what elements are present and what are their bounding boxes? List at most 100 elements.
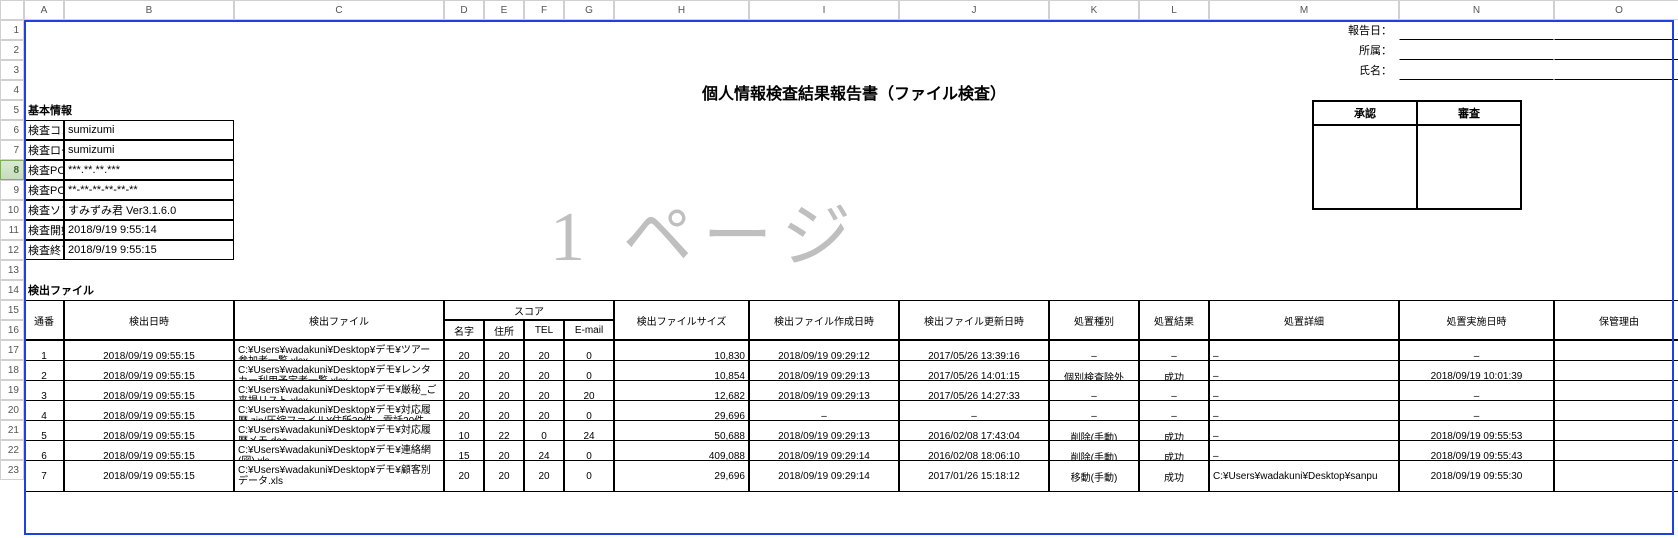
pad	[614, 200, 749, 220]
cell-blank	[564, 20, 614, 40]
top-value-1	[1399, 20, 1554, 40]
pad	[1399, 220, 1554, 240]
row-header-3[interactable]: 3	[0, 60, 24, 80]
pad	[1554, 280, 1678, 300]
col-header-C[interactable]: C	[234, 0, 444, 20]
row-header-22[interactable]: 22	[0, 440, 24, 460]
row-header-16[interactable]: 16	[0, 320, 24, 340]
pad	[444, 180, 484, 200]
cell-blank	[899, 20, 1049, 40]
row-header-18[interactable]: 18	[0, 360, 24, 380]
col-header-J[interactable]: J	[899, 0, 1049, 20]
row-header-1[interactable]: 1	[0, 20, 24, 40]
top-label-3: 氏名：	[1209, 60, 1399, 80]
cell-blank	[564, 60, 614, 80]
pad	[614, 160, 749, 180]
detect-header: 検出ファイル	[24, 280, 234, 300]
row-header-7[interactable]: 7	[0, 140, 24, 160]
pad	[1554, 200, 1678, 220]
basic-label-3: 検査PC MACアドレス	[24, 180, 64, 200]
pad	[614, 120, 749, 140]
col-header-I[interactable]: I	[749, 0, 899, 20]
col-header-K[interactable]: K	[1049, 0, 1139, 20]
col-header-O[interactable]: O	[1554, 0, 1678, 20]
row-header-12[interactable]: 12	[0, 240, 24, 260]
pad	[614, 280, 749, 300]
pad	[614, 220, 749, 240]
td-score-6-2: 20	[524, 460, 564, 492]
cell-blank	[1049, 60, 1139, 80]
pad	[749, 180, 899, 200]
row-header-20[interactable]: 20	[0, 400, 24, 420]
pad	[1049, 280, 1139, 300]
th-score-sub-1: 住所	[484, 320, 524, 340]
th-updated: 検出ファイル更新日時	[899, 300, 1049, 340]
approval-cell-left[interactable]	[1313, 125, 1417, 209]
cell-blank	[614, 40, 749, 60]
col-header-L[interactable]: L	[1139, 0, 1209, 20]
row-header-11[interactable]: 11	[0, 220, 24, 240]
basic-value-3: **-**-**-**-**-**	[64, 180, 234, 200]
pad	[1554, 120, 1678, 140]
top-label-1: 報告日：	[1209, 20, 1399, 40]
col-header-A[interactable]: A	[24, 0, 64, 20]
col-header-F[interactable]: F	[524, 0, 564, 20]
pad	[484, 220, 524, 240]
col-header-G[interactable]: G	[564, 0, 614, 20]
pad	[524, 280, 564, 300]
col-header-B[interactable]: B	[64, 0, 234, 20]
row-header-21[interactable]: 21	[0, 420, 24, 440]
td-score-6-3: 0	[564, 460, 614, 492]
row-header-8[interactable]: 8	[0, 160, 24, 180]
col-header-D[interactable]: D	[444, 0, 484, 20]
top-value-2	[1399, 40, 1554, 60]
pad	[749, 260, 899, 280]
row-header-23[interactable]: 23	[0, 460, 24, 480]
row-header-10[interactable]: 10	[0, 200, 24, 220]
pad	[899, 160, 1049, 180]
row-header-13[interactable]: 13	[0, 260, 24, 280]
row-header-6[interactable]: 6	[0, 120, 24, 140]
pad	[899, 280, 1049, 300]
col-header-M[interactable]: M	[1209, 0, 1399, 20]
pad	[564, 240, 614, 260]
cell-blank	[444, 40, 484, 60]
row-header-15[interactable]: 15	[0, 300, 24, 320]
col-header-N[interactable]: N	[1399, 0, 1554, 20]
pad	[234, 200, 444, 220]
pad	[899, 240, 1049, 260]
basic-value-5: 2018/9/19 9:55:14	[64, 220, 234, 240]
cell-blank	[1049, 40, 1139, 60]
cell-blank	[484, 60, 524, 80]
col-header-H[interactable]: H	[614, 0, 749, 20]
approval-cell-right[interactable]	[1417, 125, 1521, 209]
pad	[1554, 220, 1678, 240]
pad	[524, 220, 564, 240]
pad	[749, 200, 899, 220]
pad	[234, 220, 444, 240]
col-header-E[interactable]: E	[484, 0, 524, 20]
row-header-17[interactable]: 17	[0, 340, 24, 360]
row-header-19[interactable]: 19	[0, 380, 24, 400]
pad	[444, 200, 484, 220]
row-header-2[interactable]: 2	[0, 40, 24, 60]
row-header-4[interactable]: 4	[0, 80, 24, 100]
pad	[484, 100, 524, 120]
cell-blank	[1049, 20, 1139, 40]
pad	[234, 180, 444, 200]
row-header-5[interactable]: 5	[0, 100, 24, 120]
row-header-14[interactable]: 14	[0, 280, 24, 300]
pad	[1399, 260, 1554, 280]
cell-blank	[1139, 20, 1209, 40]
row-header-9[interactable]: 9	[0, 180, 24, 200]
pad	[1399, 280, 1554, 300]
pad	[749, 120, 899, 140]
pad	[564, 100, 614, 120]
spreadsheet-grid[interactable]: ABCDEFGHIJKLMNO1報告日：2所属：3氏名：4個人情報検査結果報告書…	[0, 0, 1678, 480]
pad	[444, 280, 484, 300]
basic-value-2: ***.**.**.***	[64, 160, 234, 180]
cell-blank	[524, 20, 564, 40]
pad	[524, 240, 564, 260]
basic-value-0: sumizumi	[64, 120, 234, 140]
td-done-6: 2018/09/19 09:55:30	[1399, 460, 1554, 492]
